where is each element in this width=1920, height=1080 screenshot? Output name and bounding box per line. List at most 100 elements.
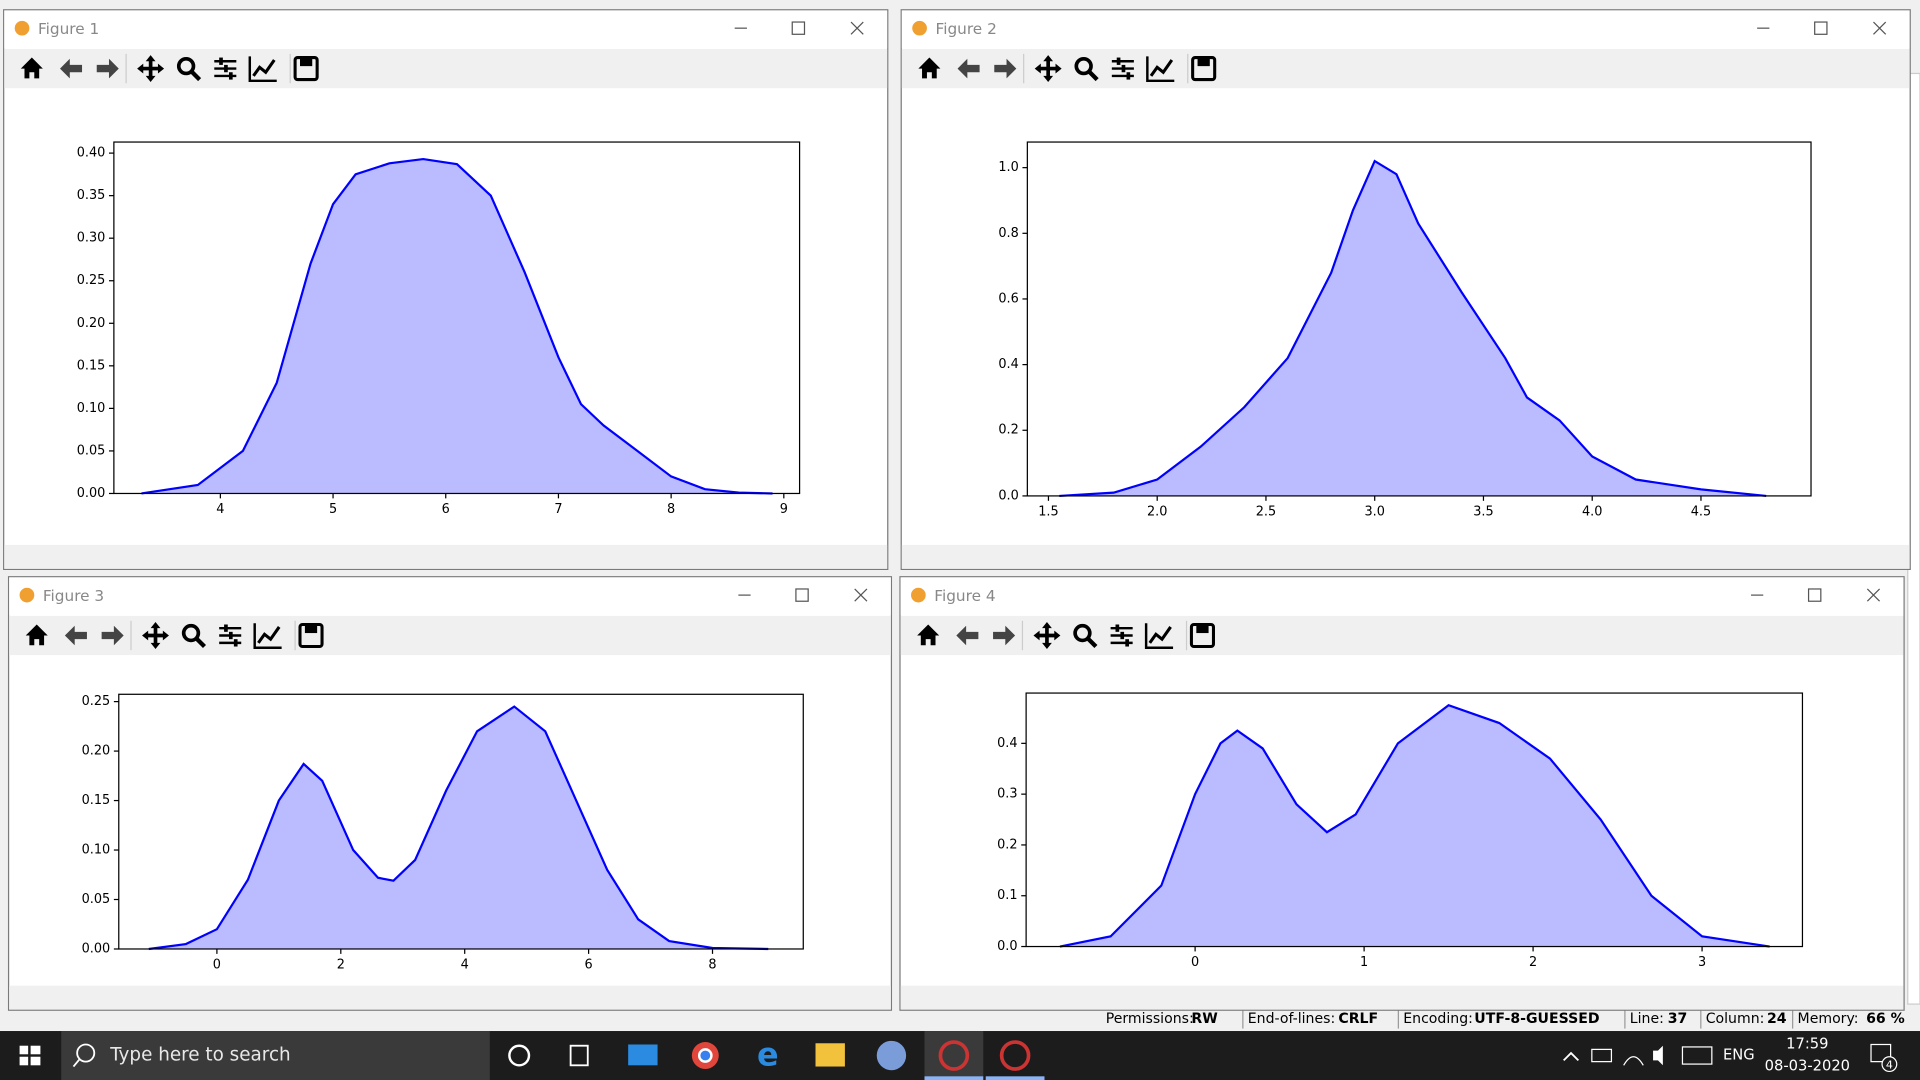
pan-button[interactable]: [137, 55, 165, 83]
close-button[interactable]: [850, 21, 864, 35]
home-button[interactable]: [25, 624, 48, 646]
y-tick-label: 0.20: [82, 744, 111, 759]
x-tick-label: 4.5: [1691, 504, 1711, 519]
window-title: Figure 1: [38, 20, 99, 38]
tray-expand[interactable]: [1563, 1051, 1580, 1062]
home-button[interactable]: [918, 57, 941, 79]
close-button[interactable]: [1873, 21, 1887, 35]
close-button[interactable]: [854, 588, 868, 602]
forward-button[interactable]: [101, 625, 124, 646]
zoom-button[interactable]: [176, 56, 196, 76]
task-view[interactable]: [569, 1044, 589, 1067]
forward-button[interactable]: [994, 58, 1017, 79]
y-tick-label: 0.0: [997, 939, 1017, 954]
edge-app[interactable]: e: [757, 1036, 779, 1074]
save-label: [1197, 58, 1210, 67]
maximize-button[interactable]: [795, 588, 809, 602]
clock-time[interactable]: 17:59: [1786, 1035, 1828, 1052]
title-bar: [9, 577, 891, 616]
status-strip: [4, 544, 888, 569]
axes-line: [257, 626, 281, 644]
figure-window: Figure 2 1.5 2.0 2.5 3.0 3.5 4.0 4.5 0.0 0.2 0.4 0.…: [900, 9, 1911, 570]
save-label: [1196, 625, 1209, 634]
toolbar: [900, 615, 1904, 656]
density-line: [1059, 159, 1767, 498]
toolbar: [4, 48, 888, 89]
window-icon: [19, 587, 35, 603]
mail-app[interactable]: [628, 1044, 658, 1066]
spyder-app[interactable]: [999, 1040, 1031, 1071]
configure-button[interactable]: [1115, 624, 1120, 632]
notification-icon[interactable]: [1870, 1043, 1892, 1063]
status-label: Encoding:: [1403, 1011, 1473, 1027]
back-button[interactable]: [956, 625, 979, 646]
zoom-button[interactable]: [1073, 623, 1092, 643]
status-bar: Permissions:RW End-of-lines: CRLF Encoding:…: [893, 1006, 1920, 1029]
close-button[interactable]: [1866, 588, 1881, 602]
window-title: Figure 4: [934, 587, 995, 605]
y-tick-label: 1.0: [998, 160, 1018, 175]
language[interactable]: ENG: [1723, 1047, 1755, 1064]
clock-date[interactable]: 08-03-2020: [1765, 1058, 1850, 1075]
status-strip: [9, 985, 891, 1010]
configure-button[interactable]: [224, 624, 228, 632]
home-button[interactable]: [917, 624, 940, 646]
save-button[interactable]: [1189, 622, 1215, 649]
x-tick-label: 2.0: [1147, 504, 1167, 519]
spyder-app[interactable]: [938, 1040, 970, 1071]
explorer-app[interactable]: [815, 1043, 845, 1067]
maximize-button[interactable]: [1807, 588, 1822, 602]
pan-button[interactable]: [1033, 622, 1061, 649]
forward-button[interactable]: [993, 625, 1016, 646]
toolbar: [901, 48, 1910, 89]
save-button[interactable]: [293, 56, 319, 82]
forward-button[interactable]: [96, 58, 119, 79]
configure-button: [233, 639, 238, 647]
maximize-button[interactable]: [1814, 21, 1828, 35]
search-box[interactable]: [61, 1031, 490, 1080]
maximize-button[interactable]: [791, 21, 806, 35]
status-value: RW: [1191, 1011, 1218, 1027]
save-button[interactable]: [298, 622, 324, 649]
status-label: Line:: [1630, 1011, 1664, 1027]
density-line: [141, 157, 773, 495]
x-tick-label: 6: [585, 957, 593, 972]
r-app[interactable]: [876, 1040, 907, 1071]
y-tick-label: 0.3: [997, 787, 1017, 802]
start-button[interactable]: [19, 1045, 41, 1066]
axes-button[interactable]: [253, 623, 282, 649]
status-strip: [901, 544, 1910, 569]
y-tick-label: 0.6: [998, 291, 1018, 306]
axes-button[interactable]: [1144, 623, 1174, 649]
y-tick-label: 0.00: [77, 486, 106, 501]
y-tick-label: 0.4: [997, 736, 1017, 751]
axes-button[interactable]: [1146, 56, 1175, 83]
title-bar: [901, 10, 1910, 49]
zoom-button[interactable]: [181, 623, 201, 643]
back-button[interactable]: [957, 58, 980, 79]
configure-button: [1121, 64, 1126, 73]
status-label: Memory:: [1798, 1011, 1859, 1027]
pan-button[interactable]: [142, 622, 169, 649]
y-tick-label: 0.2: [997, 837, 1017, 852]
axes-button[interactable]: [248, 56, 277, 83]
zoom-button[interactable]: [1074, 56, 1093, 76]
x-tick-label: 0: [213, 957, 221, 972]
wifi-icon: [1623, 1056, 1644, 1066]
home-button[interactable]: [20, 57, 43, 79]
y-tick-label: 0.0: [998, 488, 1018, 503]
configure-button[interactable]: [1116, 57, 1121, 65]
save-button[interactable]: [1191, 56, 1217, 82]
configure-button[interactable]: [219, 57, 223, 65]
cortana[interactable]: [508, 1044, 531, 1067]
back-button[interactable]: [64, 625, 87, 646]
x-tick-label: 2: [337, 957, 345, 972]
figure-window: Figure 4 0 1 2 3 0.0 0.1 0.2 0.3 0.4: [899, 576, 1905, 1011]
x-tick-label: 2: [1529, 955, 1537, 970]
density-line: [148, 705, 769, 951]
back-button[interactable]: [60, 58, 83, 79]
figure-window: Figure 1 4 5 6 7 8 9 0.00 0.05 0.10 0.15 0.20 0.25 0.…: [3, 9, 889, 570]
x-tick-label: 8: [667, 502, 675, 517]
toolbar-icons: [20, 55, 319, 83]
pan-button[interactable]: [1034, 55, 1062, 83]
